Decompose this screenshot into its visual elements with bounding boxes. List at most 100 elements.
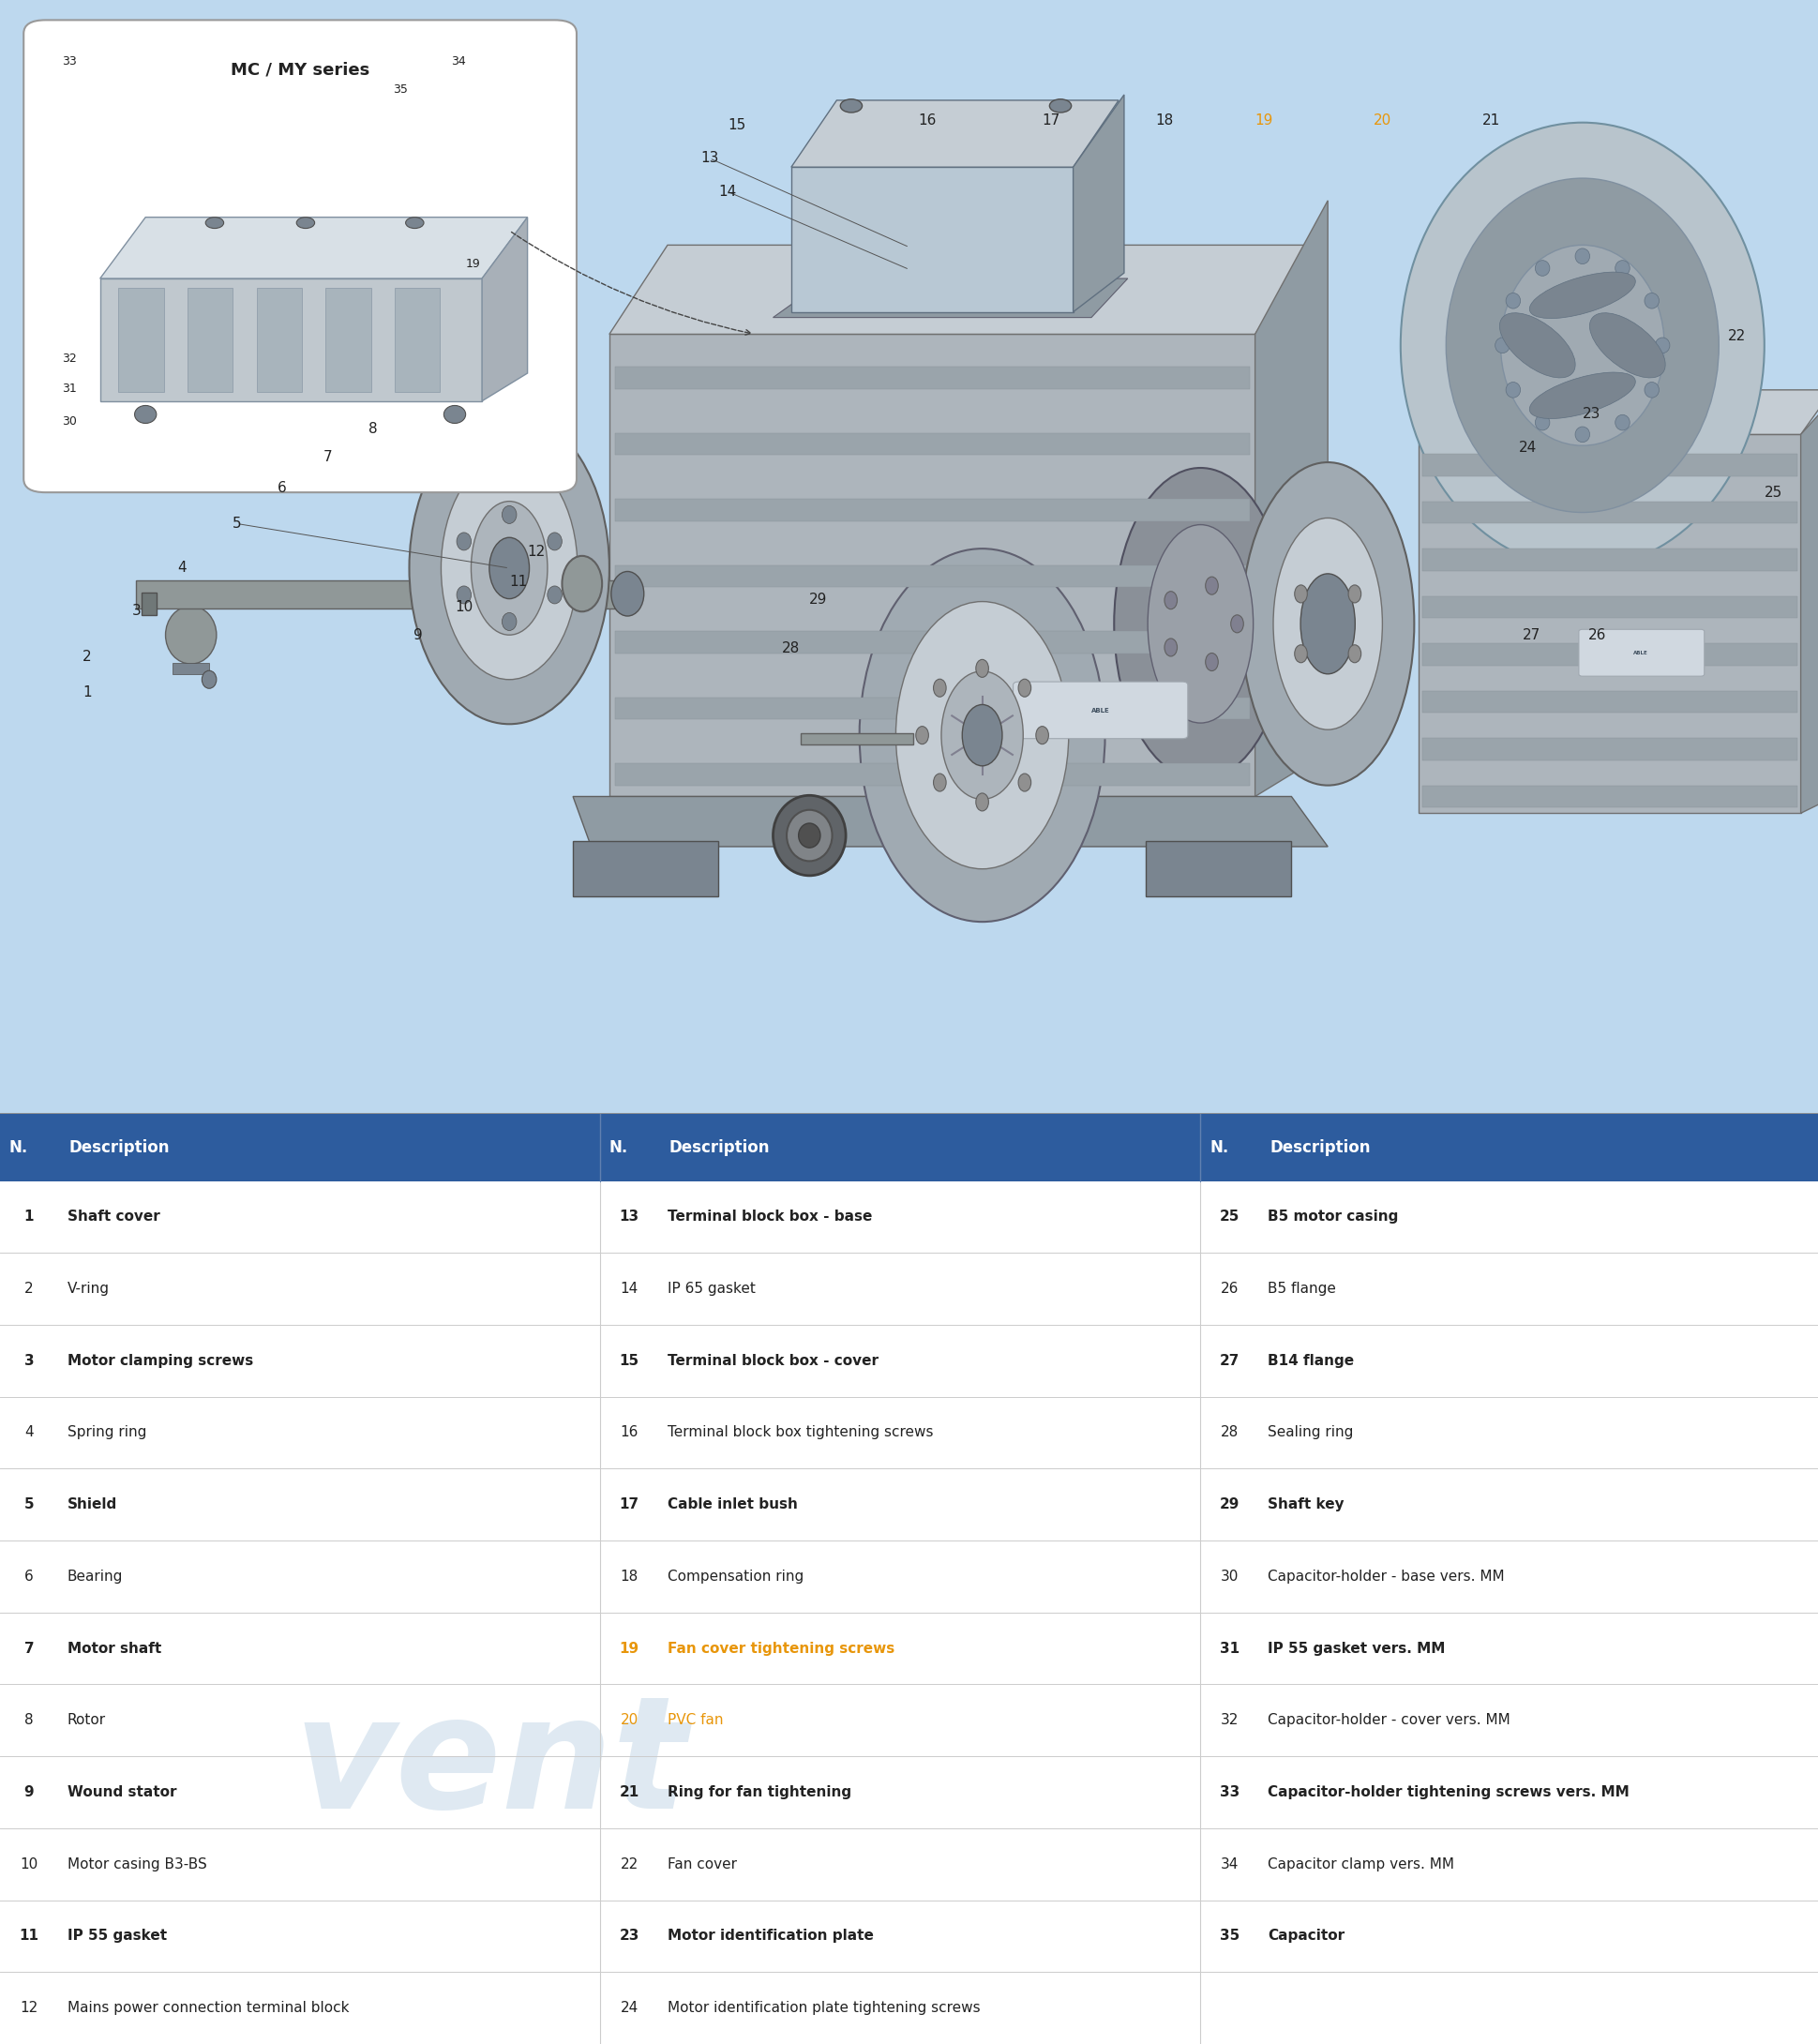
Text: V-ring: V-ring — [67, 1282, 109, 1296]
Text: Wound stator: Wound stator — [67, 1784, 176, 1799]
Ellipse shape — [405, 217, 424, 229]
Text: IP 55 gasket vers. MM: IP 55 gasket vers. MM — [1267, 1641, 1445, 1656]
Ellipse shape — [1614, 415, 1629, 431]
Ellipse shape — [1574, 427, 1589, 442]
Bar — [0, 1253, 1818, 1325]
Ellipse shape — [1347, 644, 1360, 662]
Ellipse shape — [1500, 245, 1663, 446]
Bar — [142, 593, 156, 615]
Text: Capacitor clamp vers. MM: Capacitor clamp vers. MM — [1267, 1858, 1454, 1870]
Ellipse shape — [1240, 462, 1414, 785]
Bar — [0, 1541, 1818, 1613]
Text: 20: 20 — [620, 1713, 638, 1727]
Ellipse shape — [773, 795, 845, 875]
Ellipse shape — [611, 572, 644, 615]
Text: 9: 9 — [24, 1784, 35, 1799]
Text: 19: 19 — [465, 258, 480, 270]
Text: 12: 12 — [527, 544, 545, 558]
FancyBboxPatch shape — [24, 20, 576, 493]
Text: 18: 18 — [1154, 112, 1173, 127]
Text: 23: 23 — [1582, 407, 1600, 421]
Text: Rotor: Rotor — [67, 1713, 105, 1727]
Bar — [614, 368, 1249, 388]
Ellipse shape — [1347, 585, 1360, 603]
Ellipse shape — [135, 405, 156, 423]
Text: Spring ring: Spring ring — [67, 1425, 145, 1439]
Ellipse shape — [1494, 337, 1509, 354]
FancyBboxPatch shape — [1013, 683, 1187, 738]
Text: 31: 31 — [1220, 1641, 1238, 1656]
Text: 29: 29 — [809, 593, 827, 607]
Text: 10: 10 — [454, 601, 473, 613]
Text: Shaft cover: Shaft cover — [67, 1210, 160, 1224]
Text: 11: 11 — [509, 574, 527, 589]
Text: Terminal block box tightening screws: Terminal block box tightening screws — [667, 1425, 933, 1439]
Polygon shape — [1073, 94, 1124, 313]
Polygon shape — [791, 168, 1073, 313]
Ellipse shape — [502, 613, 516, 630]
Ellipse shape — [489, 538, 529, 599]
Text: 7: 7 — [324, 450, 331, 464]
Text: 25: 25 — [1218, 1210, 1240, 1224]
Ellipse shape — [456, 587, 471, 603]
Ellipse shape — [785, 809, 831, 861]
Bar — [1422, 644, 1796, 666]
Bar — [0, 1114, 1818, 1181]
Bar — [0, 1972, 1818, 2044]
Ellipse shape — [1498, 313, 1574, 378]
Ellipse shape — [1529, 272, 1634, 319]
Ellipse shape — [1294, 644, 1307, 662]
Text: 13: 13 — [700, 151, 718, 166]
Bar — [187, 288, 233, 392]
Ellipse shape — [1300, 574, 1354, 675]
Ellipse shape — [456, 533, 471, 550]
Text: 27: 27 — [1522, 628, 1540, 642]
Bar — [1422, 691, 1796, 713]
Ellipse shape — [933, 773, 945, 791]
Ellipse shape — [1643, 382, 1658, 399]
Ellipse shape — [1018, 773, 1031, 791]
Ellipse shape — [547, 587, 562, 603]
Ellipse shape — [1589, 313, 1665, 378]
Ellipse shape — [471, 501, 547, 636]
Text: 25: 25 — [1763, 484, 1782, 499]
Text: 24: 24 — [1518, 442, 1536, 456]
Text: 1: 1 — [24, 1210, 35, 1224]
Text: 5: 5 — [24, 1498, 35, 1513]
Ellipse shape — [1205, 576, 1218, 595]
Bar — [614, 762, 1249, 785]
Text: B5 flange: B5 flange — [1267, 1282, 1336, 1296]
Text: Shaft key: Shaft key — [1267, 1498, 1344, 1513]
Polygon shape — [609, 245, 1313, 335]
Text: 4: 4 — [25, 1425, 33, 1439]
Ellipse shape — [502, 505, 516, 523]
Text: Capacitor-holder - cover vers. MM: Capacitor-holder - cover vers. MM — [1267, 1713, 1509, 1727]
Bar — [1422, 738, 1796, 760]
Polygon shape — [1254, 200, 1327, 797]
Text: 28: 28 — [782, 642, 800, 656]
Text: Sealing ring: Sealing ring — [1267, 1425, 1353, 1439]
Text: 15: 15 — [620, 1353, 638, 1367]
Text: 7: 7 — [24, 1641, 35, 1656]
Polygon shape — [791, 100, 1118, 168]
Ellipse shape — [1445, 178, 1718, 513]
Text: Fan cover: Fan cover — [667, 1858, 736, 1870]
Text: 21: 21 — [1482, 112, 1500, 127]
Text: Motor casing B3-BS: Motor casing B3-BS — [67, 1858, 207, 1870]
Bar — [1422, 501, 1796, 523]
Ellipse shape — [858, 548, 1105, 922]
Text: 2: 2 — [84, 650, 91, 664]
Text: Motor identification plate tightening screws: Motor identification plate tightening sc… — [667, 2001, 980, 2015]
Text: Terminal block box - cover: Terminal block box - cover — [667, 1353, 878, 1367]
Bar — [1422, 454, 1796, 476]
Ellipse shape — [562, 556, 602, 611]
Text: 21: 21 — [620, 1784, 638, 1799]
Text: 6: 6 — [276, 480, 287, 495]
Text: 14: 14 — [718, 184, 736, 198]
Text: 33: 33 — [1220, 1784, 1238, 1799]
Text: 6: 6 — [24, 1570, 35, 1584]
Text: 30: 30 — [1220, 1570, 1238, 1584]
Ellipse shape — [1113, 468, 1287, 779]
Text: 31: 31 — [62, 382, 76, 394]
Ellipse shape — [1614, 260, 1629, 276]
